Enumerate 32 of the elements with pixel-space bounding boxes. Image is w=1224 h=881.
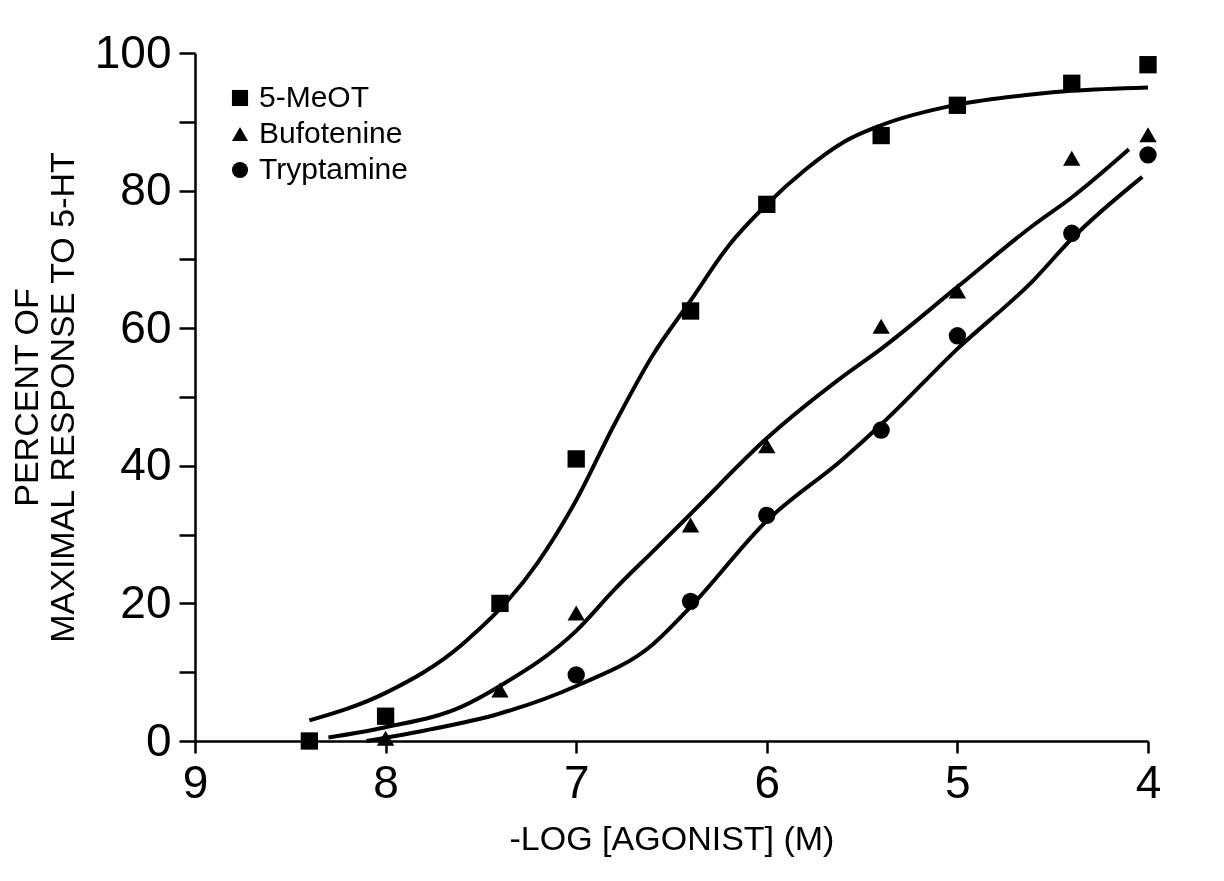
point (948, 327, 967, 345)
y-axis-title: PERCENT OF MAXIMAL RESPONSE TO 5-HT (6, 152, 81, 643)
x-axis-title: -LOG [AGONIST] (M) (509, 818, 835, 857)
point (758, 438, 776, 454)
y-tick-label: 40 (120, 438, 172, 491)
x-tick-label: 8 (373, 755, 399, 808)
y-tick-label: 80 (120, 163, 172, 216)
x-tick-label: 7 (563, 755, 590, 808)
point (681, 517, 700, 533)
legend-label: 5-MeOT (259, 80, 370, 113)
point (300, 732, 319, 750)
point (567, 666, 585, 684)
point (872, 126, 890, 145)
x-tick-label: 5 (945, 755, 971, 808)
legend-label: Tryptamine (259, 152, 408, 185)
point (567, 450, 585, 468)
y-tick-label: 60 (120, 300, 172, 353)
point (491, 682, 509, 698)
point (376, 707, 395, 725)
y-tick-label: 20 (120, 575, 172, 628)
point (872, 318, 890, 334)
point (1139, 146, 1157, 164)
point (1063, 150, 1081, 166)
x-tick-label: 6 (754, 755, 781, 808)
y-tick-label: 100 (94, 25, 172, 78)
point (1139, 56, 1157, 74)
x-tick-label: 4 (1135, 755, 1162, 808)
x-tick-label: 9 (182, 755, 209, 808)
y-tick-label: 0 (145, 713, 172, 766)
point (567, 605, 585, 621)
point (1139, 127, 1157, 143)
legend-label: Bufotenine (259, 116, 403, 149)
